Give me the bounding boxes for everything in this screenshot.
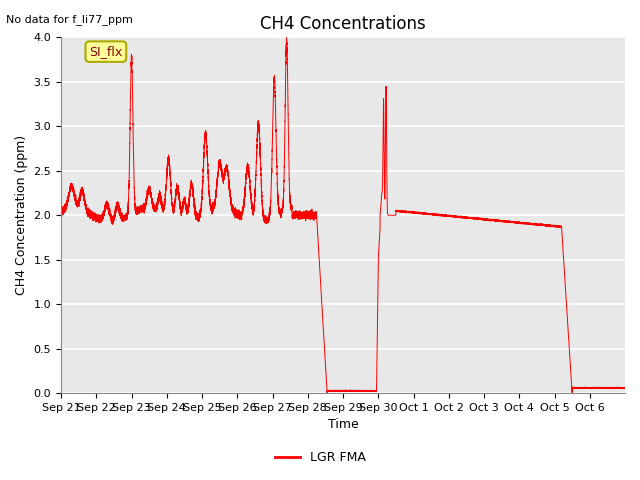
X-axis label: Time: Time xyxy=(328,419,358,432)
Text: SI_flx: SI_flx xyxy=(89,45,122,58)
Legend: LGR FMA: LGR FMA xyxy=(269,446,371,469)
Text: No data for f_li77_ppm: No data for f_li77_ppm xyxy=(6,14,133,25)
Y-axis label: CH4 Concentration (ppm): CH4 Concentration (ppm) xyxy=(15,135,28,295)
Title: CH4 Concentrations: CH4 Concentrations xyxy=(260,15,426,33)
